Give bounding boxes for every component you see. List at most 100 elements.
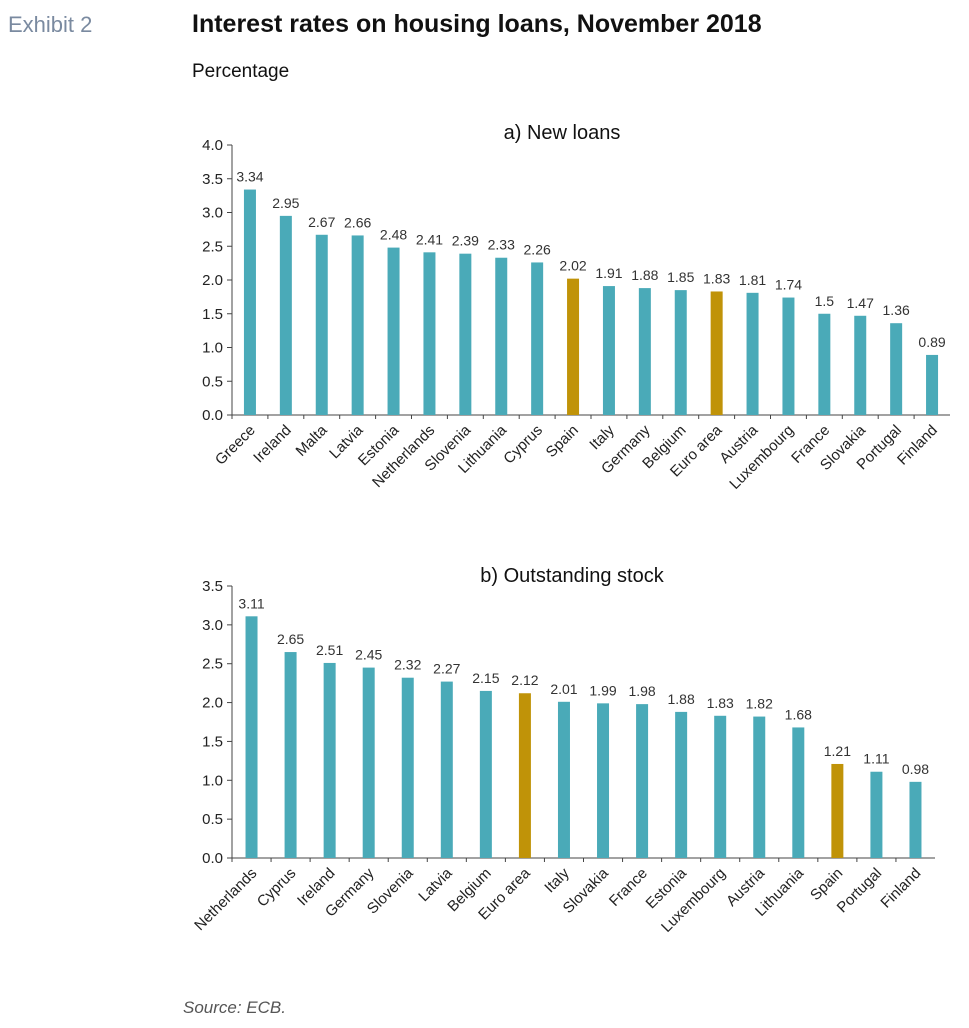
bar-netherlands [245, 616, 258, 858]
bar-france [818, 313, 831, 415]
y-tick-label: 2.5 [202, 238, 223, 255]
data-label: 1.98 [628, 683, 655, 699]
data-label: 2.41 [416, 231, 443, 247]
bar-luxembourg [782, 297, 795, 415]
data-label: 1.74 [775, 277, 802, 293]
y-tick-label: 0.5 [202, 811, 223, 828]
bar-spain [831, 763, 844, 858]
data-label: 2.48 [380, 227, 407, 243]
bar-slovakia [597, 703, 610, 858]
data-label: 1.82 [746, 696, 773, 712]
data-label: 2.45 [355, 647, 382, 663]
y-tick-label: 1.0 [202, 772, 223, 789]
bar-italy [602, 286, 615, 415]
bar-portugal [890, 323, 903, 415]
bar-germany [638, 288, 651, 415]
bar-austria [746, 292, 759, 415]
bar-cyprus [284, 652, 297, 858]
bar-slovenia [401, 677, 414, 858]
data-label: 1.88 [631, 267, 658, 283]
data-label: 1.36 [883, 302, 910, 318]
data-label: 3.34 [236, 169, 263, 185]
data-label: 2.27 [433, 661, 460, 677]
y-tick-label: 0.0 [202, 850, 223, 867]
chart-outstanding-stock: b) Outstanding stock 0.0 0.5 1.0 1.5 2.0 2.5 3.… [191, 565, 935, 936]
y-tick-label: 3.5 [202, 578, 223, 595]
data-label: 1.83 [703, 270, 730, 286]
bar-latvia [351, 235, 364, 415]
source-note: Source: ECB. [183, 998, 286, 1017]
bar-belgium [674, 290, 687, 415]
data-label: 1.47 [847, 295, 874, 311]
bar-luxembourg [714, 715, 727, 858]
data-label: 2.39 [452, 233, 479, 249]
data-label: 2.51 [316, 642, 343, 658]
data-label: 2.66 [344, 214, 371, 230]
y-tick-label: 3.0 [202, 617, 223, 634]
chart-title: b) Outstanding stock [480, 565, 664, 587]
y-tick-label: 0.5 [202, 373, 223, 390]
bar-slovakia [854, 315, 867, 415]
bar-estonia [387, 247, 400, 415]
bar-latvia [440, 681, 453, 858]
y-tick-label: 0.0 [202, 407, 223, 424]
bar-spain [567, 278, 580, 415]
bar-portugal [870, 771, 883, 858]
data-label: 2.15 [472, 670, 499, 686]
data-label: 1.99 [589, 682, 616, 698]
chart-new-loans: a) New loans 0.0 0.5 1.0 1.5 2.0 2.5 3.0 3.5 4.0 3… [202, 122, 950, 493]
data-label: 1.81 [739, 272, 766, 288]
data-label: 2.33 [488, 237, 515, 253]
data-label: 1.21 [824, 743, 851, 759]
data-label: 2.67 [308, 214, 335, 230]
x-tick-label: Netherlands [191, 865, 260, 934]
data-label: 1.68 [785, 706, 812, 722]
y-tick-label: 2.5 [202, 656, 223, 673]
data-label: 3.11 [238, 595, 264, 611]
data-label: 2.95 [272, 195, 299, 211]
bar-euro-area [710, 291, 723, 415]
y-tick-label: 3.0 [202, 205, 223, 222]
bar-italy [557, 701, 570, 858]
bar-finland [926, 354, 939, 415]
bar-france [636, 704, 649, 858]
figure-title: Interest rates on housing loans, Novembe… [192, 10, 762, 38]
data-label: 2.32 [394, 657, 421, 673]
bar-austria [753, 716, 766, 858]
x-tick-label: Finland [877, 865, 924, 912]
data-label: 1.88 [668, 691, 695, 707]
data-label: 0.89 [918, 334, 945, 350]
bar-cyprus [531, 262, 544, 415]
bar-finland [909, 781, 922, 858]
data-label: 1.11 [863, 751, 889, 767]
exhibit-label: Exhibit 2 [8, 12, 93, 37]
data-label: 1.83 [707, 695, 734, 711]
y-tick-label: 2.0 [202, 272, 223, 289]
data-label: 2.65 [277, 631, 304, 647]
bar-slovenia [459, 253, 472, 415]
data-label: 2.12 [511, 672, 538, 688]
y-tick-label: 3.5 [202, 171, 223, 188]
bar-germany [362, 667, 375, 858]
data-label: 1.91 [595, 265, 622, 281]
data-label: 1.85 [667, 269, 694, 285]
bar-netherlands [423, 252, 436, 415]
data-label: 0.98 [902, 761, 929, 777]
data-label: 2.02 [559, 258, 586, 274]
y-tick-label: 1.5 [202, 306, 223, 323]
y-tick-label: 4.0 [202, 137, 223, 154]
x-tick-label: Italy [541, 864, 573, 896]
figure-subtitle: Percentage [192, 61, 290, 82]
data-label: 2.01 [550, 681, 577, 697]
x-tick-label: Cyprus [254, 865, 300, 911]
y-tick-label: 1.0 [202, 340, 223, 357]
bar-euro-area [518, 693, 531, 858]
bar-lithuania [495, 257, 508, 415]
data-label: 1.5 [815, 293, 835, 309]
bar-estonia [675, 711, 688, 858]
bar-ireland [279, 215, 292, 415]
y-tick-label: 1.5 [202, 733, 223, 750]
bar-ireland [323, 662, 336, 858]
chart-title: a) New loans [504, 122, 621, 144]
data-label: 2.26 [524, 241, 551, 257]
